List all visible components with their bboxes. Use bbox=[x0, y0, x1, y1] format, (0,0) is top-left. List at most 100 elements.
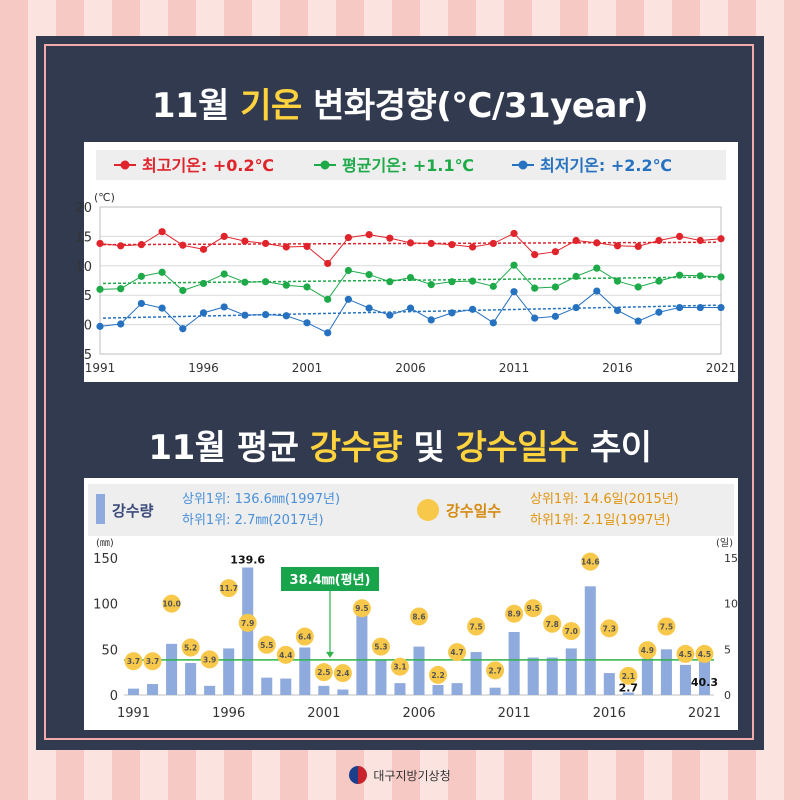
precip-bar bbox=[280, 678, 292, 695]
precip-bar bbox=[147, 684, 159, 695]
days-legend-top: 상위1위: 14.6일(2015년) bbox=[530, 492, 679, 507]
temp-legend-bar bbox=[96, 150, 726, 180]
days-point bbox=[448, 643, 467, 662]
temp-xtick: 2021 bbox=[706, 361, 737, 375]
title-month: 11월 bbox=[151, 86, 241, 126]
days-point-label: 9.5 bbox=[355, 604, 368, 613]
days-point bbox=[562, 622, 581, 641]
precip-bar bbox=[337, 689, 349, 695]
days-ytick-right: 5 bbox=[724, 643, 731, 656]
title-highlight-temp: 기온 bbox=[240, 86, 302, 126]
temp-point-avg bbox=[365, 271, 373, 279]
temp-point-max bbox=[324, 259, 332, 268]
temp-point-min bbox=[531, 314, 539, 322]
temp-point-max bbox=[262, 239, 270, 248]
footer: 대구지방기상청 bbox=[0, 766, 800, 784]
temp-point-max bbox=[220, 232, 228, 240]
precip-bar bbox=[204, 685, 216, 695]
precip-xtick: 1991 bbox=[117, 706, 150, 721]
days-point bbox=[410, 607, 428, 626]
temp-point-max bbox=[199, 245, 208, 253]
temp-point-min bbox=[324, 329, 332, 337]
precip-bar bbox=[127, 688, 140, 695]
temp-xtick: 2006 bbox=[395, 361, 426, 375]
precip-bar bbox=[413, 646, 425, 695]
temp-point-avg bbox=[717, 273, 725, 281]
temp-point-max bbox=[365, 231, 373, 239]
temperature-chart: 최고기온: +0.2℃ 평균기온: +1.1℃ 최저기온: +2.2℃ (℃)201… bbox=[75, 150, 737, 375]
precip-bar bbox=[223, 648, 235, 695]
temp-point-min bbox=[469, 305, 477, 313]
temp-point-avg bbox=[613, 277, 622, 285]
days-point-label: 9.5 bbox=[527, 604, 540, 613]
temp-point-max bbox=[344, 233, 352, 242]
days-point-label: 3.7 bbox=[127, 657, 140, 666]
title-highlight-days: 강수일수 bbox=[455, 428, 580, 468]
temp-point-min bbox=[406, 304, 415, 312]
temp-point-max bbox=[96, 239, 104, 248]
days-point-label: 11.7 bbox=[219, 584, 238, 593]
precip-bar bbox=[394, 683, 406, 695]
days-point-label: 4.5 bbox=[679, 650, 692, 659]
precip-value-label: 139.6 bbox=[230, 553, 265, 566]
temp-point-avg bbox=[427, 281, 435, 289]
precip-chart: 강수량 상위1위: 136.6㎜(1997년) 하위1위: 2.7㎜(2017년… bbox=[88, 484, 738, 721]
temp-point-avg bbox=[199, 279, 208, 288]
temp-point-min bbox=[241, 311, 249, 319]
temp-point-max bbox=[241, 237, 249, 245]
temp-point-max bbox=[303, 242, 311, 250]
temp-point-max bbox=[137, 241, 145, 249]
precip-bar bbox=[565, 648, 577, 695]
temp-point-min bbox=[551, 312, 559, 320]
temp-point-max bbox=[510, 229, 518, 238]
precip-legend-label: 강수량 bbox=[112, 502, 154, 520]
temp-point-avg bbox=[510, 261, 518, 269]
temp-point-avg bbox=[551, 283, 559, 291]
temp-ytick: 20 bbox=[75, 201, 92, 216]
temp-xtick: 2001 bbox=[292, 361, 323, 375]
precip-bar bbox=[375, 660, 387, 695]
temp-point-min bbox=[344, 295, 352, 303]
temp-point-min bbox=[489, 319, 497, 327]
temp-point-min bbox=[117, 320, 125, 328]
temp-point-min bbox=[137, 299, 145, 308]
days-point bbox=[181, 638, 200, 657]
precip-bar bbox=[470, 652, 482, 695]
temp-point-min bbox=[448, 309, 456, 317]
temp-point-min bbox=[613, 306, 622, 315]
days-point-label: 5.5 bbox=[260, 641, 273, 650]
precip-legend-bar-icon bbox=[96, 494, 105, 524]
days-point bbox=[143, 652, 162, 671]
days-point-label: 2.1 bbox=[622, 672, 635, 681]
precip-legend-top: 상위1위: 136.6㎜(1997년) bbox=[182, 492, 340, 507]
precip-ytick-left: 150 bbox=[93, 552, 118, 567]
days-point-label: 7.9 bbox=[241, 619, 254, 628]
precip-bar bbox=[489, 687, 501, 695]
days-point-label: 3.7 bbox=[146, 657, 159, 666]
temp-point-avg bbox=[344, 266, 352, 275]
temp-point-avg bbox=[303, 283, 311, 291]
days-point bbox=[638, 641, 657, 660]
temp-point-avg bbox=[220, 270, 228, 278]
precip-bar bbox=[584, 586, 596, 695]
temp-legend-label-min: 최저기온: +2.2℃ bbox=[540, 156, 672, 175]
temp-legend-label-max: 최고기온: +0.2℃ bbox=[142, 156, 274, 175]
temp-point-avg bbox=[531, 284, 539, 292]
precip-bar bbox=[546, 657, 558, 695]
temp-point-avg bbox=[696, 272, 704, 280]
days-point bbox=[524, 599, 543, 618]
temp-point-min bbox=[158, 304, 166, 312]
days-point-label: 4.5 bbox=[698, 650, 711, 659]
temp-point-avg bbox=[676, 271, 684, 279]
days-point bbox=[238, 613, 257, 632]
days-point-label: 2.2 bbox=[431, 671, 444, 680]
days-point bbox=[314, 663, 333, 682]
days-point-label: 7.3 bbox=[603, 624, 616, 633]
temp-unit-label: (℃) bbox=[94, 191, 115, 204]
precip-ytick-left: 100 bbox=[93, 598, 118, 613]
precip-bar bbox=[261, 677, 273, 695]
temp-point-max bbox=[572, 236, 580, 245]
days-point bbox=[429, 665, 448, 684]
temp-point-max bbox=[406, 239, 415, 247]
temp-point-min bbox=[676, 303, 684, 312]
